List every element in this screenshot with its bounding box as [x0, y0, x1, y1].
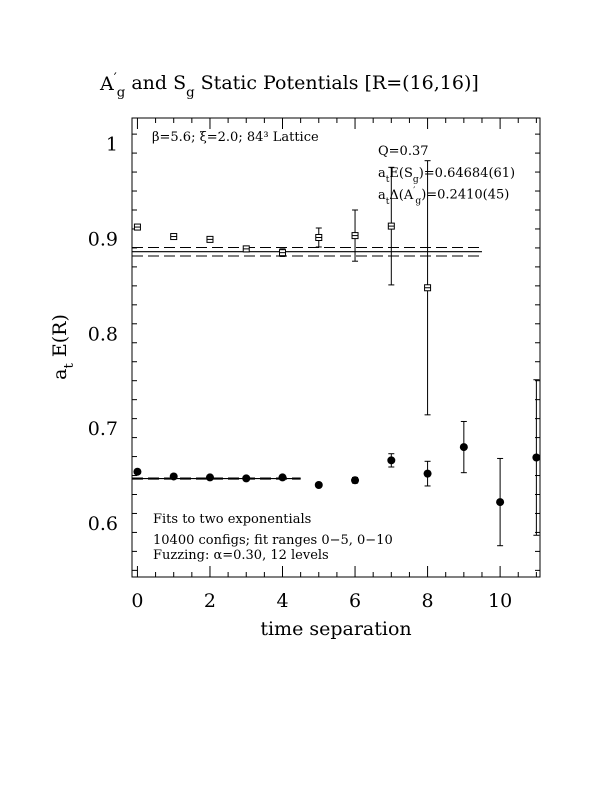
- data-point-circle: [459, 443, 468, 452]
- annotation-energy: atE(Sg)=0.64684(61): [378, 166, 515, 185]
- annotation-fits: Fits to two exponentials: [153, 512, 311, 527]
- y-tick-label: 0.9: [88, 228, 118, 250]
- y-axis-label: at E(R): [49, 314, 77, 380]
- data-point-circle: [278, 473, 287, 482]
- data-point-circle: [496, 498, 505, 507]
- fit-lines: [132, 246, 482, 480]
- x-tick-label: 6: [349, 590, 361, 612]
- x-axis-label: time separation: [260, 618, 411, 640]
- y-tick-label: 1: [106, 134, 118, 156]
- plot-frame: [131, 117, 541, 578]
- data-point-circle: [387, 456, 396, 465]
- axis-ticks: [132, 118, 540, 577]
- chart-title: A′g and Sg Static Potentials [R=(16,16)]: [99, 71, 479, 100]
- y-tick-label: 0.7: [88, 418, 118, 440]
- x-tick-label: 0: [131, 590, 143, 612]
- data-point-circle: [532, 453, 541, 462]
- annotation-q: Q=0.37: [378, 144, 429, 159]
- data-point-circle: [169, 472, 178, 481]
- y-tick-label: 0.8: [88, 323, 118, 345]
- plot-text: 0 2 4 6 8 10 0.6 0.7 0.8 0.9 1 A′g and Sg Static Po…: [49, 71, 515, 640]
- annotation-lattice: β=5.6; ξ=2.0; 84³ Lattice: [152, 130, 319, 145]
- data-points: [133, 160, 541, 547]
- x-tick-label: 4: [276, 590, 288, 612]
- annotation-configs: 10400 configs; fit ranges 0−5, 0−10: [153, 533, 393, 548]
- annotation-fuzzing: Fuzzing: α=0.30, 12 levels: [153, 548, 329, 563]
- data-point-circle: [351, 476, 360, 485]
- x-tick-label: 2: [204, 590, 216, 612]
- x-tick-label: 10: [488, 590, 512, 612]
- data-point-circle: [205, 473, 214, 482]
- data-point-circle: [314, 481, 323, 490]
- data-point-circle: [242, 474, 251, 483]
- plot-border: [131, 117, 541, 578]
- x-tick-label: 8: [422, 590, 434, 612]
- data-point-circle: [133, 467, 142, 476]
- annotation-gap: atΔ(A′g)=0.2410(45): [378, 187, 509, 207]
- y-axis-label-group: at E(R): [49, 314, 77, 380]
- data-point-circle: [423, 469, 432, 478]
- y-tick-label: 0.6: [88, 513, 118, 535]
